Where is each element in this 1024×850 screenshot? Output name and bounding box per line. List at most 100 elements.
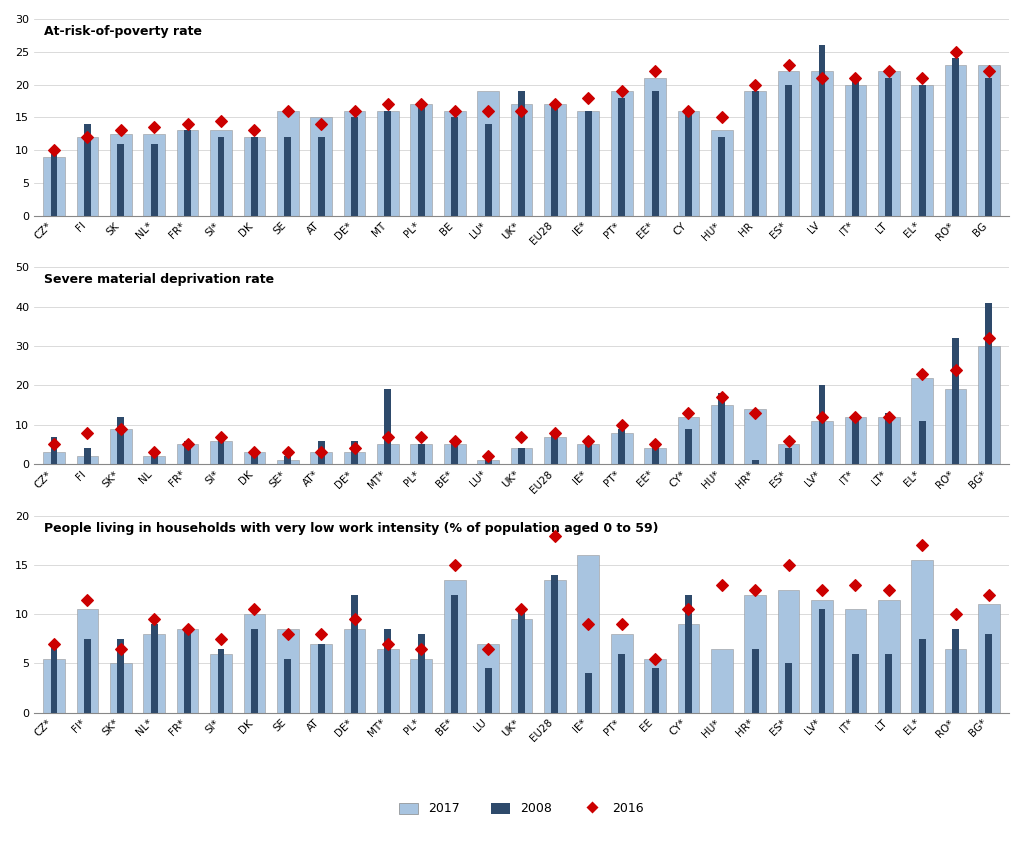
Point xyxy=(480,450,497,463)
Bar xyxy=(644,449,666,464)
Bar xyxy=(678,624,699,712)
Bar xyxy=(919,639,926,712)
Bar xyxy=(518,449,525,464)
Bar xyxy=(118,639,124,712)
Bar xyxy=(317,643,325,712)
Point xyxy=(146,121,163,134)
Point xyxy=(780,58,797,71)
Bar xyxy=(610,433,633,464)
Point xyxy=(346,442,362,456)
Point xyxy=(46,144,62,157)
Bar xyxy=(585,110,592,216)
Bar xyxy=(886,654,892,712)
Point xyxy=(547,426,563,439)
Bar xyxy=(651,445,658,464)
Bar xyxy=(744,409,766,464)
Bar xyxy=(551,433,558,464)
Bar xyxy=(544,437,565,464)
Point xyxy=(79,426,95,439)
Point xyxy=(914,367,931,381)
Point xyxy=(780,558,797,572)
Bar xyxy=(618,654,625,712)
Bar xyxy=(711,649,733,712)
Bar xyxy=(251,452,258,464)
Bar xyxy=(285,137,291,216)
Bar xyxy=(418,445,425,464)
Point xyxy=(947,608,964,621)
Point xyxy=(446,558,463,572)
Bar xyxy=(377,110,398,216)
Point xyxy=(380,637,396,650)
Bar xyxy=(744,91,766,216)
Bar xyxy=(911,560,933,712)
Bar xyxy=(184,440,191,464)
Bar xyxy=(511,105,532,216)
Point xyxy=(513,430,529,444)
Bar xyxy=(43,156,65,216)
Bar xyxy=(945,649,967,712)
Point xyxy=(413,430,429,444)
Bar xyxy=(110,428,132,464)
Bar xyxy=(878,599,900,712)
Bar xyxy=(377,445,398,464)
Point xyxy=(246,123,262,137)
Point xyxy=(46,637,62,650)
Point xyxy=(748,583,764,597)
Bar xyxy=(143,634,165,712)
Point xyxy=(446,434,463,447)
Bar xyxy=(651,91,658,216)
Point xyxy=(680,603,696,616)
Point xyxy=(947,45,964,59)
Bar xyxy=(685,110,692,216)
Point xyxy=(113,422,129,435)
Bar xyxy=(618,428,625,464)
Bar xyxy=(785,664,793,712)
Point xyxy=(179,438,196,451)
Bar xyxy=(344,629,366,712)
Bar xyxy=(945,65,967,216)
Bar xyxy=(678,416,699,464)
Bar xyxy=(84,639,91,712)
Bar xyxy=(411,659,432,712)
Bar xyxy=(477,643,499,712)
Bar xyxy=(578,110,599,216)
Bar xyxy=(978,346,999,464)
Point xyxy=(847,71,863,85)
Bar xyxy=(210,440,231,464)
Bar xyxy=(852,78,859,216)
Bar xyxy=(344,110,366,216)
Bar xyxy=(711,405,733,464)
Bar xyxy=(911,84,933,216)
Bar xyxy=(452,117,458,216)
Bar xyxy=(143,133,165,216)
Bar xyxy=(578,445,599,464)
Point xyxy=(213,430,229,444)
Bar xyxy=(310,643,332,712)
Bar xyxy=(251,137,258,216)
Point xyxy=(947,363,964,377)
Bar xyxy=(285,456,291,464)
Bar xyxy=(110,664,132,712)
Bar xyxy=(511,449,532,464)
Point xyxy=(981,65,997,78)
Bar xyxy=(778,590,800,712)
Bar xyxy=(544,580,565,712)
Bar xyxy=(685,595,692,712)
Bar xyxy=(151,624,158,712)
Point xyxy=(647,65,664,78)
Point xyxy=(780,434,797,447)
Bar xyxy=(50,643,57,712)
Bar xyxy=(452,440,458,464)
Bar xyxy=(651,668,658,712)
Point xyxy=(881,583,897,597)
Bar xyxy=(84,124,91,216)
Bar xyxy=(317,440,325,464)
Bar xyxy=(610,634,633,712)
Point xyxy=(981,332,997,345)
Bar xyxy=(118,416,124,464)
Bar xyxy=(50,150,57,216)
Point xyxy=(480,104,497,117)
Bar xyxy=(685,428,692,464)
Bar xyxy=(351,117,358,216)
Bar xyxy=(811,599,833,712)
